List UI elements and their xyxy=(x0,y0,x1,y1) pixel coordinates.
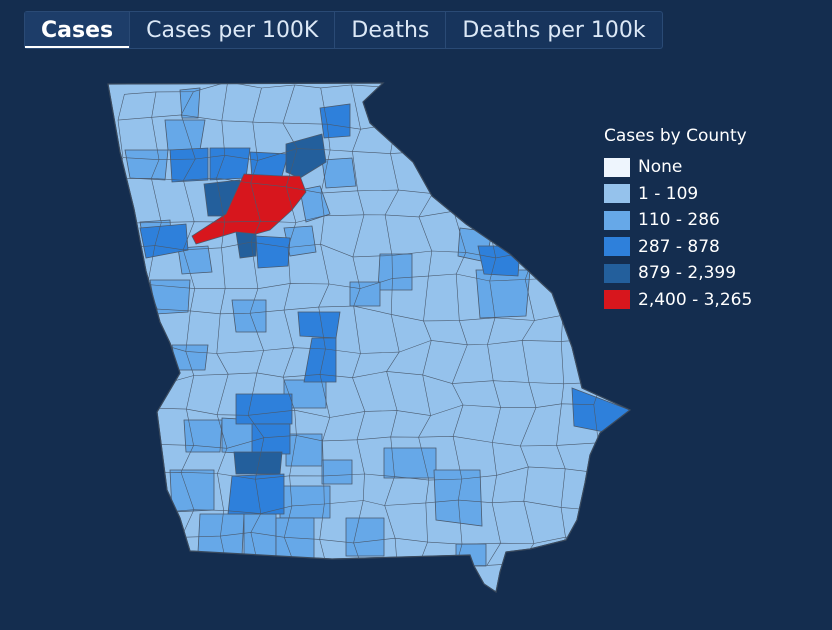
county[interactable] xyxy=(231,299,267,333)
county-border-line xyxy=(384,87,400,566)
county[interactable] xyxy=(179,87,201,119)
county[interactable] xyxy=(571,387,630,433)
county-border-line xyxy=(118,339,591,354)
tab-deaths[interactable]: Deaths xyxy=(335,12,447,48)
county-border-line xyxy=(351,84,366,570)
legend-swatch xyxy=(604,184,630,204)
county-border-line xyxy=(588,95,603,576)
tab-deaths-per-100k[interactable]: Deaths per 100k xyxy=(462,17,646,43)
county[interactable] xyxy=(345,517,385,557)
county[interactable] xyxy=(321,459,353,485)
state-border xyxy=(107,82,632,593)
county-border-line xyxy=(124,371,602,387)
county-border-line xyxy=(113,403,594,418)
legend-item-none: None xyxy=(604,154,752,181)
legend-swatch xyxy=(604,263,630,283)
metric-tab-bar: Cases Cases per 100K Deaths Deaths per 1… xyxy=(24,11,663,49)
county-border-line xyxy=(119,562,597,578)
county-border-line xyxy=(112,94,125,573)
county[interactable] xyxy=(251,423,291,455)
county[interactable] xyxy=(299,185,331,223)
legend-swatch xyxy=(604,157,630,177)
county[interactable] xyxy=(249,151,289,179)
legend-label: 879 - 2,399 xyxy=(638,263,737,284)
county[interactable] xyxy=(433,469,483,527)
legend-title: Cases by County xyxy=(604,126,747,146)
county-border-line xyxy=(180,91,196,572)
legend-item-110-286: 110 - 286 xyxy=(604,207,752,234)
county[interactable] xyxy=(377,253,413,291)
county[interactable] xyxy=(297,311,341,339)
county[interactable] xyxy=(477,245,521,277)
county-border-line xyxy=(115,466,590,481)
legend-label: 2,400 - 3,265 xyxy=(638,289,753,310)
tab-cases-per-100k[interactable]: Cases per 100K xyxy=(130,12,336,48)
county[interactable] xyxy=(235,393,293,425)
legend-item-2400-3265: 2,400 - 3,265 xyxy=(604,287,752,314)
county-border-line xyxy=(247,87,265,578)
county[interactable] xyxy=(177,245,213,275)
county[interactable] xyxy=(124,149,169,181)
legend-swatch xyxy=(604,290,630,310)
legend-item-287-878: 287 - 878 xyxy=(604,234,752,261)
legend-item-879-2399: 879 - 2,399 xyxy=(604,260,752,287)
county-border-line xyxy=(122,435,599,449)
county-border-line xyxy=(216,83,229,574)
legend-label: 110 - 286 xyxy=(638,210,720,231)
county-border-line xyxy=(282,84,298,574)
county[interactable] xyxy=(285,433,323,467)
county[interactable] xyxy=(191,173,307,245)
county[interactable] xyxy=(255,235,291,269)
county-border-line xyxy=(122,305,602,322)
county[interactable] xyxy=(169,469,215,513)
tab-cases[interactable]: Cases xyxy=(25,12,131,48)
county-border-line xyxy=(120,530,597,545)
legend-label: None xyxy=(638,157,683,178)
county[interactable] xyxy=(279,485,331,519)
county-border-line xyxy=(114,273,596,290)
county[interactable] xyxy=(321,157,357,189)
county[interactable] xyxy=(139,223,189,259)
county[interactable] xyxy=(164,119,206,151)
legend-label: 1 - 109 xyxy=(638,183,699,204)
legend-label: 287 - 878 xyxy=(638,236,720,257)
county[interactable] xyxy=(383,447,437,479)
county[interactable] xyxy=(285,133,327,179)
county-border-line xyxy=(318,87,331,577)
legend: Cases by County None 1 - 109 110 - 286 2… xyxy=(604,126,752,313)
legend-item-1-109: 1 - 109 xyxy=(604,181,752,208)
legend-swatch xyxy=(604,237,630,257)
county[interactable] xyxy=(233,451,283,475)
county[interactable] xyxy=(349,281,381,307)
county[interactable] xyxy=(243,513,277,557)
county-border-line xyxy=(120,499,592,514)
county[interactable] xyxy=(303,337,337,383)
county[interactable] xyxy=(169,147,209,183)
legend-swatch xyxy=(604,210,630,230)
county[interactable] xyxy=(227,473,285,515)
county[interactable] xyxy=(475,269,531,319)
county[interactable] xyxy=(197,513,245,557)
